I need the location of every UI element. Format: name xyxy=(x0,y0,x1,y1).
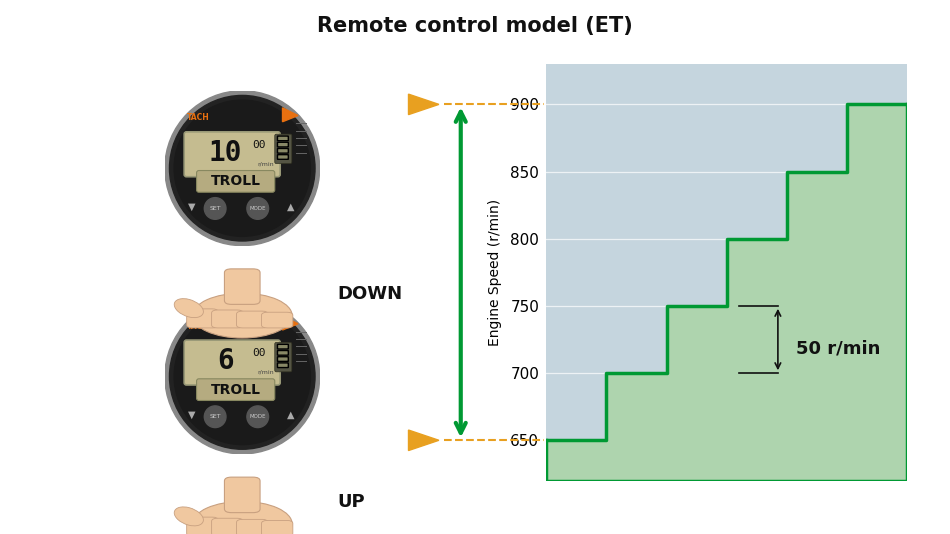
FancyBboxPatch shape xyxy=(224,477,260,513)
FancyBboxPatch shape xyxy=(277,142,288,147)
Text: MODE: MODE xyxy=(250,414,266,419)
Ellipse shape xyxy=(174,299,203,318)
FancyBboxPatch shape xyxy=(186,517,218,534)
Circle shape xyxy=(169,96,315,241)
Circle shape xyxy=(204,198,226,219)
Text: r/min: r/min xyxy=(257,161,274,166)
Ellipse shape xyxy=(174,507,203,526)
FancyBboxPatch shape xyxy=(186,309,218,328)
Ellipse shape xyxy=(192,293,293,338)
Text: DOWN: DOWN xyxy=(337,285,403,303)
Text: TACH: TACH xyxy=(186,113,209,122)
Polygon shape xyxy=(408,94,439,115)
FancyBboxPatch shape xyxy=(275,134,292,163)
Text: ▲: ▲ xyxy=(287,410,294,420)
Text: TROLL: TROLL xyxy=(211,175,260,189)
Circle shape xyxy=(174,308,311,445)
Circle shape xyxy=(247,406,269,428)
Text: TROLL: TROLL xyxy=(211,383,260,397)
Text: 00: 00 xyxy=(253,348,266,358)
Polygon shape xyxy=(546,104,907,481)
FancyBboxPatch shape xyxy=(237,311,268,328)
Polygon shape xyxy=(282,316,298,330)
Text: 6: 6 xyxy=(217,347,234,375)
Circle shape xyxy=(204,406,226,428)
Circle shape xyxy=(164,299,320,454)
FancyBboxPatch shape xyxy=(277,148,288,153)
Text: ▼: ▼ xyxy=(188,202,196,212)
FancyBboxPatch shape xyxy=(184,340,280,385)
FancyBboxPatch shape xyxy=(277,350,288,355)
Text: Remote control model (ET): Remote control model (ET) xyxy=(317,16,633,36)
Circle shape xyxy=(247,198,269,219)
FancyBboxPatch shape xyxy=(184,132,280,177)
FancyBboxPatch shape xyxy=(277,344,288,349)
FancyBboxPatch shape xyxy=(237,520,268,534)
Circle shape xyxy=(169,304,315,449)
Circle shape xyxy=(164,91,320,246)
Text: UP: UP xyxy=(337,493,365,511)
FancyBboxPatch shape xyxy=(197,379,275,400)
Text: 00: 00 xyxy=(253,140,266,150)
Polygon shape xyxy=(282,108,298,122)
Text: SET: SET xyxy=(209,206,221,211)
Ellipse shape xyxy=(192,501,293,534)
FancyBboxPatch shape xyxy=(275,342,292,372)
Text: 10: 10 xyxy=(208,139,242,167)
Text: ▲: ▲ xyxy=(287,202,294,212)
Polygon shape xyxy=(408,430,439,451)
Text: SET: SET xyxy=(209,414,221,419)
Y-axis label: Engine Speed (r/min): Engine Speed (r/min) xyxy=(488,199,502,346)
FancyBboxPatch shape xyxy=(261,521,293,534)
FancyBboxPatch shape xyxy=(277,363,288,367)
Text: TACH: TACH xyxy=(186,321,209,331)
FancyBboxPatch shape xyxy=(277,357,288,362)
FancyBboxPatch shape xyxy=(224,269,260,304)
Text: MODE: MODE xyxy=(250,206,266,211)
Text: ▼: ▼ xyxy=(188,410,196,420)
FancyBboxPatch shape xyxy=(197,170,275,192)
FancyBboxPatch shape xyxy=(212,310,243,328)
FancyBboxPatch shape xyxy=(212,518,243,534)
FancyBboxPatch shape xyxy=(277,136,288,141)
Text: 50 r/min: 50 r/min xyxy=(796,340,881,358)
FancyBboxPatch shape xyxy=(261,312,293,328)
FancyBboxPatch shape xyxy=(277,155,288,159)
Circle shape xyxy=(174,100,311,237)
Text: r/min: r/min xyxy=(257,370,274,374)
